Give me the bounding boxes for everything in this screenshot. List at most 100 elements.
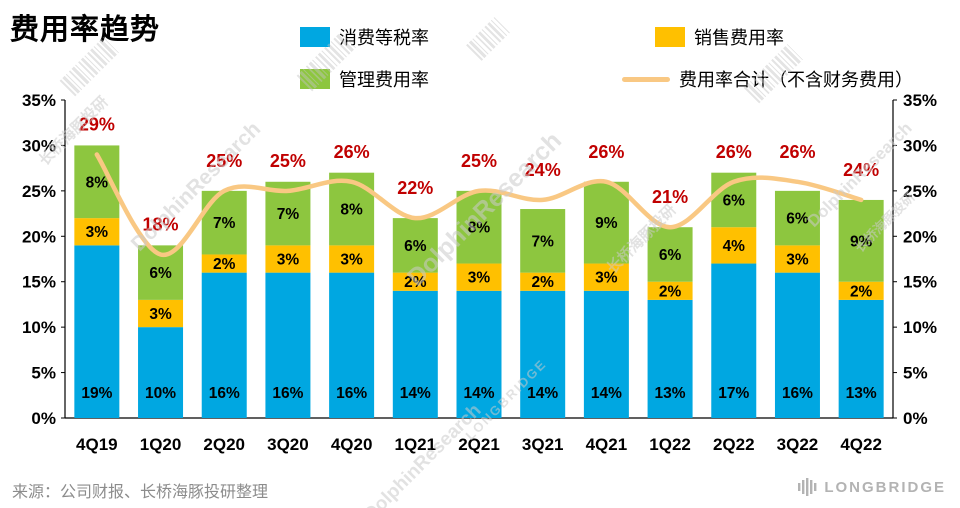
bar-segment-0 <box>265 272 311 418</box>
y-tick-label-left: 35% <box>22 91 56 110</box>
bar-segment-1 <box>456 263 502 291</box>
y-tick-label-left: 30% <box>22 136 56 155</box>
x-category-label: 4Q20 <box>331 435 373 454</box>
bar-segment-label: 17% <box>718 385 749 402</box>
bar-segment-label: 9% <box>595 215 618 232</box>
legend-label: 管理费用率 <box>339 70 429 90</box>
bar-segment-1 <box>583 263 629 291</box>
bar-segment-0 <box>329 272 375 418</box>
x-category-label: 2Q21 <box>458 435 500 454</box>
bar-segment-1 <box>392 272 438 291</box>
bar-segment-label: 14% <box>527 385 558 402</box>
line-point-label: 25% <box>206 151 242 171</box>
x-category-label: 3Q21 <box>522 435 564 454</box>
bar-segment-label: 13% <box>846 385 877 402</box>
bar-segment-1 <box>138 299 184 328</box>
legend-line-swatch <box>622 76 670 82</box>
y-tick-label-right: 35% <box>903 91 937 110</box>
bar-segment-label: 2% <box>659 283 682 300</box>
bar-segment-label: 3% <box>340 252 363 269</box>
line-point-label: 25% <box>270 151 306 171</box>
bar-segment-0 <box>647 299 693 418</box>
x-category-label: 1Q21 <box>395 435 437 454</box>
bar-segment-2 <box>838 199 884 282</box>
bar-segment-label: 14% <box>591 385 622 402</box>
legend-swatch-yellow <box>655 27 685 47</box>
y-tick-label-left: 10% <box>22 318 56 337</box>
bar-segment-label: 3% <box>86 224 109 241</box>
bar-segment-label: 6% <box>659 247 682 264</box>
bar-segment-1 <box>711 227 757 264</box>
bar-segment-label: 16% <box>209 385 240 402</box>
legend-item-selling-expense-rate: 销售费用率 <box>655 24 784 50</box>
bar-segment-0 <box>138 327 184 418</box>
line-point-label: 22% <box>397 178 433 198</box>
bar-segment-label: 2% <box>404 274 427 291</box>
y-tick-label-right: 25% <box>903 182 937 201</box>
line-point-label: 29% <box>79 115 115 135</box>
line-point-label: 26% <box>716 142 752 162</box>
bar-segment-0 <box>392 290 438 418</box>
bar-segment-0 <box>711 263 757 418</box>
bar-segment-0 <box>456 290 502 418</box>
legend-item-consumption-tax-rate: 消费等税率 <box>300 24 429 50</box>
x-category-label: 3Q20 <box>267 435 309 454</box>
y-tick-label-left: 0% <box>31 409 56 428</box>
bar-segment-2 <box>520 209 566 273</box>
line-point-label: 24% <box>525 160 561 180</box>
longbridge-logo-text: LONGBRIDGE <box>824 478 946 496</box>
bar-segment-label: 3% <box>786 252 809 269</box>
bar-segment-label: 3% <box>277 252 300 269</box>
x-category-label: 2Q20 <box>203 435 245 454</box>
longbridge-logo-icon <box>798 478 817 496</box>
bar-segment-0 <box>583 290 629 418</box>
legend-label: 消费等税率 <box>339 28 429 48</box>
x-category-label: 4Q21 <box>586 435 628 454</box>
bar-segment-label: 3% <box>149 306 172 323</box>
bar-segment-1 <box>774 245 820 273</box>
bar-segment-2 <box>329 172 375 246</box>
bar-segment-label: 19% <box>81 385 112 402</box>
longbridge-logo: LONGBRIDGE <box>797 477 946 497</box>
y-tick-label-left: 15% <box>22 273 56 292</box>
bar-segment-0 <box>774 272 820 418</box>
bar-segment-0 <box>201 272 247 418</box>
line-point-label: 24% <box>843 160 879 180</box>
line-point-label: 18% <box>143 214 179 234</box>
legend-swatch-green <box>300 69 330 89</box>
legend-item-total-expense-rate-line: 费用率合计（不含财务费用） <box>622 66 913 92</box>
bar-segment-1 <box>265 245 311 273</box>
bar-segment-label: 13% <box>655 385 686 402</box>
bar-segment-1 <box>647 281 693 300</box>
line-point-label: 21% <box>652 187 688 207</box>
bar-segment-label: 7% <box>531 233 554 250</box>
bar-segment-label: 16% <box>336 385 367 402</box>
bar-segment-label: 3% <box>468 270 491 287</box>
bar-segment-label: 7% <box>277 206 300 223</box>
bar-segment-label: 9% <box>850 233 873 250</box>
y-tick-label-left: 5% <box>31 364 56 383</box>
legend-swatch-blue <box>300 27 330 47</box>
bar-segment-0 <box>520 290 566 418</box>
bar-segment-label: 6% <box>786 211 809 228</box>
y-tick-label-right: 10% <box>903 318 937 337</box>
bar-segment-label: 7% <box>213 215 236 232</box>
y-tick-label-right: 20% <box>903 227 937 246</box>
legend-label: 费用率合计（不含财务费用） <box>679 70 913 90</box>
x-category-label: 2Q22 <box>713 435 755 454</box>
line-point-label: 25% <box>461 151 497 171</box>
bar-segment-1 <box>838 281 884 300</box>
bar-segment-label: 6% <box>723 192 746 209</box>
bar-segment-label: 16% <box>782 385 813 402</box>
bar-segment-label: 2% <box>531 274 554 291</box>
line-point-label: 26% <box>779 142 815 162</box>
bar-segment-2 <box>647 227 693 282</box>
bar-segment-1 <box>201 254 247 273</box>
line-point-label: 26% <box>334 142 370 162</box>
bar-segment-1 <box>520 272 566 291</box>
y-tick-label-right: 0% <box>903 409 928 428</box>
y-tick-label-left: 25% <box>22 182 56 201</box>
bar-segment-1 <box>74 218 120 246</box>
total-expense-rate-line <box>94 152 864 257</box>
y-tick-label-right: 30% <box>903 136 937 155</box>
